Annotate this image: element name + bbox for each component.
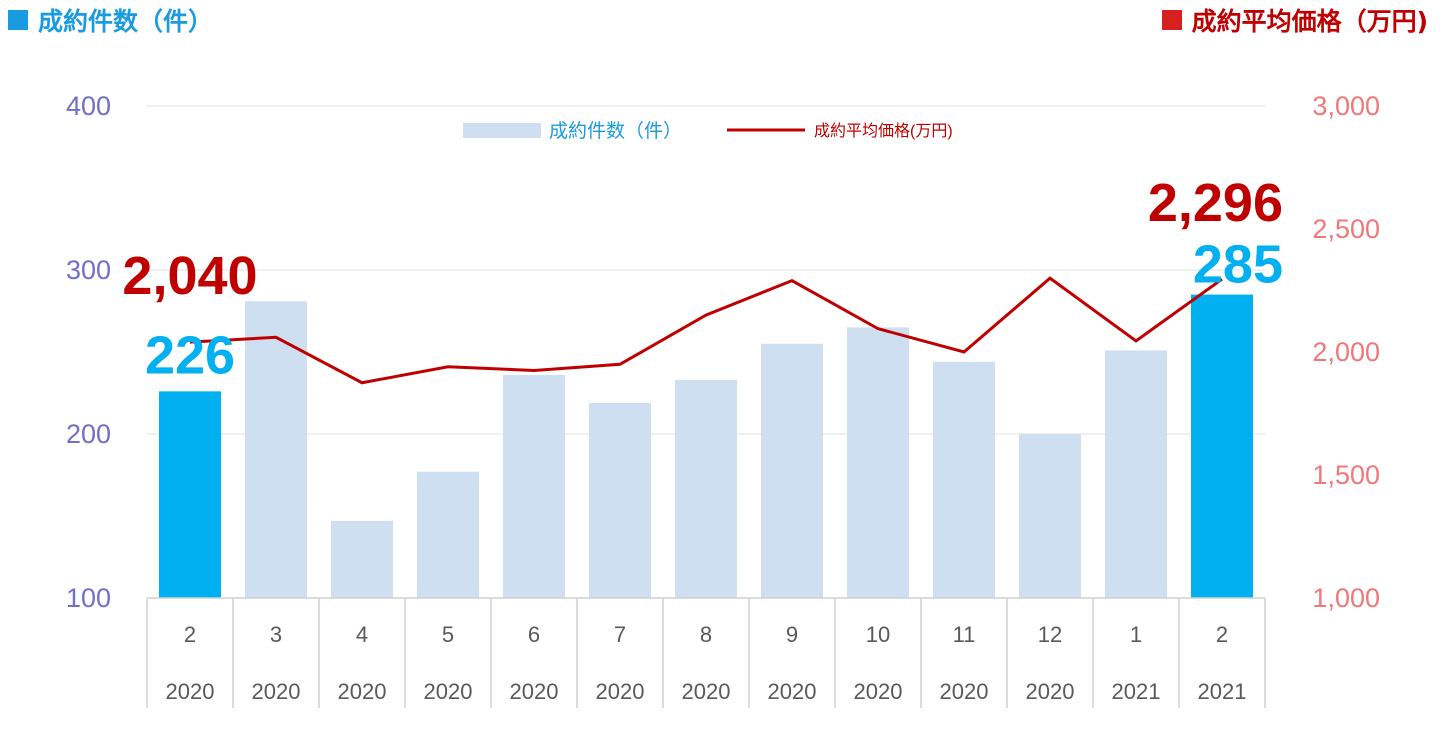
line-series [189,276,1223,385]
bar-series [159,294,1253,598]
x-tick-label-year: 2020 [1026,679,1075,704]
bar [417,471,479,598]
legend-bar-label: 成約件数（件） [549,120,682,142]
right-y-tick-label: 3,000 [1312,91,1380,121]
bar [761,343,823,598]
x-tick-label-year: 2021 [1198,679,1247,704]
x-tick-label-year: 2020 [252,679,301,704]
left-y-tick-label: 400 [66,91,111,121]
x-tick-label-month: 2 [1216,622,1228,647]
data-labels: 226 285 2,040 2,296 [122,173,1283,385]
right-y-tick-label: 2,000 [1312,337,1380,367]
x-tick-label-year: 2020 [854,679,903,704]
x-tick-label-month: 2 [184,622,196,647]
right-y-tick-label: 1,000 [1312,583,1380,613]
x-tick-label-year: 2021 [1112,679,1161,704]
x-tick-label-month: 7 [614,622,626,647]
x-axis: 2 2020 3 2020 4 2020 5 2020 6 2020 7 2020 8 2020 9 2020… [146,597,1266,708]
x-tick-label-month: 10 [866,622,890,647]
price-line [189,276,1223,385]
x-tick-label-year: 2020 [510,679,559,704]
left-axis-title-text: 成約件数（件） [38,7,214,36]
right-y-axis: 1,000 1,500 2,000 2,500 3,000 [1312,91,1380,613]
x-tick-label-month: 5 [442,622,454,647]
bar-data-label: 285 [1193,235,1283,295]
bar [503,374,565,598]
left-y-tick-label: 200 [66,419,111,449]
x-tick-label-month: 6 [528,622,540,647]
bar [159,391,221,598]
bar-data-label: 226 [145,325,235,385]
x-tick-label-year: 2020 [596,679,645,704]
x-tick-label-year: 2020 [940,679,989,704]
left-y-tick-label: 100 [66,583,111,613]
x-tick-label-month: 3 [270,622,282,647]
x-tick-label-year: 2020 [768,679,817,704]
bar [675,379,737,598]
x-tick-label-month: 9 [786,622,798,647]
bar [1105,350,1167,598]
x-tick-label-year: 2020 [424,679,473,704]
right-y-tick-label: 1,500 [1312,460,1380,490]
bar [1191,294,1253,598]
x-tick-label-year: 2020 [166,679,215,704]
left-y-tick-label: 300 [66,255,111,285]
x-tick-label-year: 2020 [338,679,387,704]
bar [1019,434,1081,598]
x-tick-label-month: 11 [953,622,976,647]
line-data-label: 2,040 [122,246,257,306]
bar [589,402,651,598]
x-tick-label-year: 2020 [682,679,731,704]
left-series-square-icon [8,10,28,30]
left-axis-title: 成約件数（件） [8,2,213,38]
x-tick-label-month: 1 [1130,622,1142,647]
bar [331,520,393,598]
x-tick-label-month: 8 [700,622,712,647]
left-y-axis: 100 200 300 400 [66,91,111,613]
bar [847,327,909,598]
right-series-square-icon [1161,10,1182,30]
legend-line-label: 成約平均価格(万円) [814,122,953,140]
right-axis-title-text: 成約平均価格（万円) [1191,7,1428,36]
bar [245,301,307,598]
right-y-tick-label: 2,500 [1312,214,1380,244]
bar [933,361,995,598]
x-tick-label-month: 4 [356,622,368,647]
legend: 成約件数（件） 成約平均価格(万円) [463,120,953,142]
right-axis-title: 成約平均価格（万円) [1161,2,1428,38]
x-tick-label-month: 12 [1038,622,1062,647]
legend-bar-swatch [463,123,541,138]
line-data-label: 2,296 [1148,173,1283,233]
